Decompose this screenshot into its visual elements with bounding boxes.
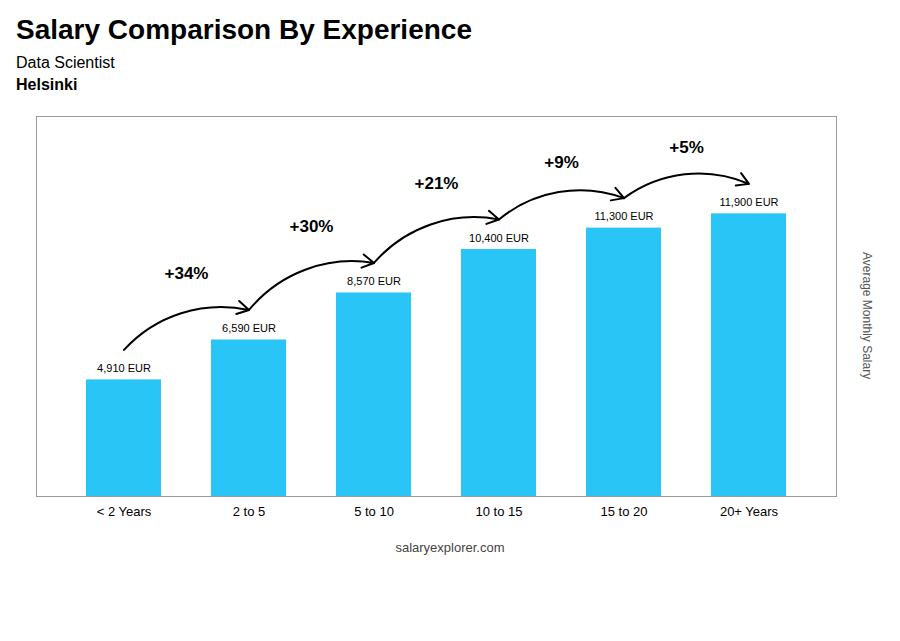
svg-text:15 to 20: 15 to 20	[601, 504, 648, 519]
svg-text:+9%: +9%	[544, 153, 579, 172]
svg-text:+30%: +30%	[290, 217, 334, 236]
svg-text:+5%: +5%	[669, 138, 704, 157]
html-text:salaryexplorer.com: salaryexplorer.com	[395, 540, 505, 555]
svg-text:2 to 5: 2 to 5	[233, 504, 266, 519]
svg-text:+34%: +34%	[165, 264, 209, 283]
svg-text:10,400 EUR: 10,400 EUR	[469, 232, 529, 244]
html-text:Salary Comparison By Experienc: Salary Comparison By Experience	[16, 14, 472, 45]
html-text:Average Monthly Salary: Average Monthly Salary	[860, 252, 874, 380]
svg-text:< 2 Years: < 2 Years	[97, 504, 152, 519]
svg-text:5 to 10: 5 to 10	[354, 504, 394, 519]
svg-text:11,900 EUR: 11,900 EUR	[719, 196, 778, 208]
svg-text:11,300 EUR: 11,300 EUR	[594, 210, 653, 222]
svg-text:8,570 EUR: 8,570 EUR	[347, 275, 401, 287]
html-text:Helsinki: Helsinki	[16, 76, 78, 93]
svg-text:20+ Years: 20+ Years	[720, 504, 779, 519]
svg-text:10 to 15: 10 to 15	[476, 504, 523, 519]
svg-text:4,910 EUR: 4,910 EUR	[97, 362, 151, 374]
svg-text:+21%: +21%	[415, 174, 459, 193]
svg-text:6,590 EUR: 6,590 EUR	[222, 322, 276, 334]
html-text:Data Scientist: Data Scientist	[16, 54, 115, 71]
